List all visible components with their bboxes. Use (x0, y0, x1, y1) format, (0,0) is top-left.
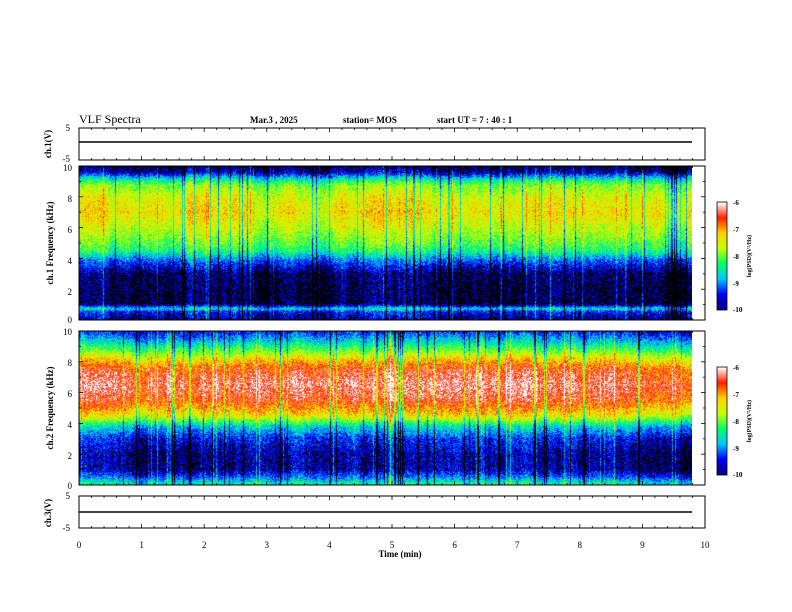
ch3-waveform-panel: 5 -5 ch.3(V) (43, 491, 706, 533)
ch1-waveform-frame (78, 127, 706, 161)
ch2-colorbar-frame (716, 366, 728, 476)
ch1-spectrogram-xticks (78, 166, 706, 320)
ch3-waveform-xticks (78, 496, 706, 528)
ch1-spectrogram-ytick-label: 4 (68, 256, 73, 266)
ch1-colorbar-tick: -10 (733, 306, 743, 314)
time-axis-label: Time (min) (378, 549, 421, 559)
ch1-spectrogram-ylabel: ch.1 Frequency (kHz) (45, 201, 55, 284)
ch1-colorbar-tick: -6 (733, 199, 739, 207)
ch2-spectrogram-ytick-label: 2 (68, 451, 73, 461)
ch2-spectrogram-ytick-label: 4 (68, 420, 73, 430)
ch1-colorbar-tick: -9 (733, 280, 739, 288)
ch1-waveform-xticks (78, 128, 706, 160)
x-tick-label: 8 (578, 540, 583, 550)
ch2-colorbar-tick: -6 (733, 364, 739, 372)
x-tick-label: 0 (77, 540, 82, 550)
figure-title: VLF Spectra (79, 112, 141, 126)
ch2-colorbar-tick: -10 (733, 471, 743, 479)
ch1-spectrogram-image-holder (79, 166, 692, 320)
x-tick-label: 1 (139, 540, 144, 550)
ch2-spectrogram-ytick-label: 6 (68, 389, 73, 399)
ch2-spectrogram-yticks (79, 330, 705, 486)
x-tick-label: 9 (640, 540, 645, 550)
ch2-spectrogram-panel: 0 2 4 6 8 10 ch.2 Frequency (kHz) (45, 327, 706, 491)
ch2-spectrogram-ylabel: ch.2 Frequency (kHz) (45, 366, 55, 449)
ch1-spectrogram-yticks (79, 165, 705, 321)
ch1-waveform-ytick-label: 5 (66, 123, 71, 133)
ch1-spectrogram-ytick-label: 0 (68, 315, 73, 325)
x-tick-label: 7 (515, 540, 520, 550)
ch2-colorbar-tick: -9 (733, 445, 739, 453)
ch2-spectrogram-ytick-label: 8 (68, 358, 73, 368)
x-tick-label: 10 (701, 540, 711, 550)
ch1-spectrogram-ytick-label: 8 (68, 194, 73, 204)
ch1-colorbar: -6 -7 -8 -9 -10 log(PSD)(V²/Hz) (716, 199, 753, 314)
header-station: station= MOS (343, 115, 397, 125)
ch1-waveform-ylabel: ch.1(V) (43, 130, 53, 158)
x-tick-label: 5 (390, 540, 395, 550)
time-axis-tick-labels: 0 1 2 3 4 5 6 7 8 9 10 (77, 540, 710, 550)
ch1-colorbar-label: log(PSD)(V²/Hz) (746, 235, 753, 277)
ch3-waveform-ytick-label: 5 (66, 491, 71, 501)
x-tick-label: 6 (452, 540, 457, 550)
ch2-spectrogram-ytick-label: 10 (63, 327, 73, 337)
ch2-spectrogram-heatmap (79, 331, 692, 485)
header-date: Mar.3 , 2025 (250, 115, 298, 125)
ch1-spectrogram-heatmap (79, 166, 692, 320)
ch2-colorbar: -6 -7 -8 -9 -10 log(PSD)(V²/Hz) (716, 364, 753, 479)
ch2-spectrogram-ytick-label: 0 (68, 481, 73, 491)
ch2-colorbar-tick: -7 (733, 391, 739, 399)
ch2-colorbar-holder (717, 367, 727, 475)
ch1-colorbar-gradient (717, 202, 727, 310)
ch1-spectrogram-ytick-label: 2 (68, 287, 73, 297)
header-start-ut: start UT = 7 : 40 : 1 (437, 115, 513, 125)
ch2-colorbar-label: log(PSD)(V²/Hz) (746, 400, 753, 442)
ch1-spectrogram-ytick-label: 6 (68, 225, 73, 235)
ch1-colorbar-holder (717, 202, 727, 310)
ch2-spectrogram-xticks (78, 331, 706, 485)
ch1-waveform-ytick-label: -5 (63, 154, 71, 164)
ch1-spectrogram-ytick-label: 10 (63, 163, 73, 173)
ch1-colorbar-tick: -8 (733, 253, 739, 261)
ch2-spectrogram-image-holder (79, 331, 692, 485)
ch3-waveform-ytick-label: -5 (63, 523, 71, 533)
ch2-colorbar-tick: -8 (733, 418, 739, 426)
ch3-waveform-ylabel: ch.3(V) (43, 499, 53, 527)
x-tick-label: 2 (202, 540, 207, 550)
x-tick-label: 4 (327, 540, 332, 550)
ch1-colorbar-tick: -7 (733, 226, 739, 234)
ch1-colorbar-frame (716, 201, 728, 311)
ch2-colorbar-gradient (717, 367, 727, 475)
ch1-spectrogram-panel: 0 2 4 6 8 10 ch.1 Frequency (kHz) (45, 163, 706, 325)
x-tick-label: 3 (265, 540, 270, 550)
ch1-waveform-panel: 5 -5 ch.1(V) (43, 123, 706, 164)
